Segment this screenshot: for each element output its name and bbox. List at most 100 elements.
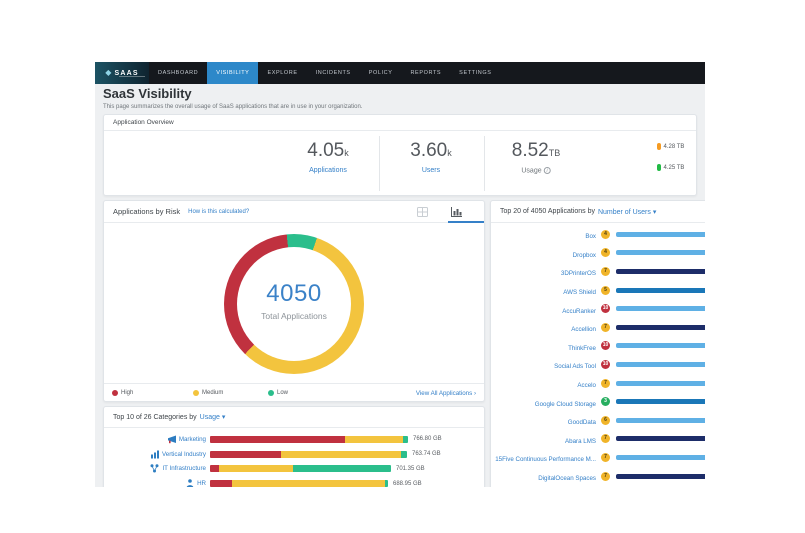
nav-item-explore[interactable]: EXPLORE	[267, 70, 298, 76]
legend-item-high: High	[112, 390, 133, 396]
users-link[interactable]: Users	[421, 167, 441, 174]
app-link[interactable]: DigitalOcean Spaces	[538, 475, 596, 483]
app-row: Dropbox 4	[491, 244, 705, 263]
nav-item-dashboard[interactable]: DASHBOARD	[158, 70, 199, 76]
risk-score-badge: 7	[601, 266, 610, 276]
nav-item-policy[interactable]: POLICY	[368, 70, 393, 76]
low-segment	[403, 435, 408, 443]
info-icon[interactable]: i	[543, 167, 551, 174]
nav-item-visibility[interactable]: VISIBILITY	[207, 62, 259, 84]
category-link[interactable]: IT Infrastructure	[162, 465, 206, 473]
users-bar	[616, 306, 705, 312]
view-all-applications-link[interactable]: View All Applications ›	[415, 390, 476, 397]
table-view-icon[interactable]	[417, 207, 428, 217]
app-row: DigitalOcean Spaces 7	[491, 467, 705, 486]
category-usage-bar	[210, 465, 391, 473]
app-link[interactable]: Dropbox	[572, 251, 596, 259]
app-link[interactable]: Accellion	[571, 326, 596, 334]
usage-legend-item: 4.28 TB	[657, 143, 684, 150]
category-row: Vertical Industry 763.74 GB	[104, 447, 484, 462]
app-link[interactable]: Google Cloud Storage	[534, 400, 596, 408]
applications-link[interactable]: Applications	[309, 167, 347, 174]
app-link[interactable]: Accelo	[577, 382, 596, 390]
medium-segment	[344, 435, 404, 443]
dashboard-screen: ◆ SAAS DASHBOARD VISIBILITY EXPLORE INCI…	[95, 62, 705, 487]
risk-card-title: Applications by Risk	[113, 207, 181, 216]
app-link[interactable]: AWS Shield	[563, 289, 596, 297]
category-link[interactable]: Vertical Industry	[161, 450, 206, 458]
network-icon	[150, 464, 159, 473]
app-row: 3DPrinterOS 7	[491, 262, 705, 281]
low-segment	[401, 450, 407, 458]
risk-score-badge: 10	[601, 341, 610, 351]
medium-dot-icon	[193, 390, 199, 396]
low-segment	[385, 480, 388, 487]
active-tab-indicator	[448, 221, 484, 223]
category-usage-value: 763.74 GB	[412, 451, 441, 458]
risk-score-badge: 7	[601, 471, 610, 481]
apps-list: Box 4 Dropbox 4 3DPrinterOS 7 AWS Shield…	[491, 225, 705, 485]
caret-down-icon: ▾	[221, 414, 226, 421]
risk-score-badge: 7	[601, 452, 610, 462]
usage-legend: 4.28 TB 4.25 TB	[657, 143, 684, 185]
high-segment	[210, 465, 220, 473]
risk-legend: High Medium Low View All Applications ›	[104, 383, 484, 403]
brand-logo[interactable]: ◆ SAAS	[95, 62, 149, 84]
risk-score-badge: 4	[601, 229, 610, 239]
high-segment	[210, 450, 281, 458]
app-row: Social Ads Tool 10	[491, 355, 705, 374]
chevron-right-icon: ›	[473, 390, 476, 397]
category-usage-value: 766.80 GB	[413, 436, 442, 443]
users-bar	[616, 324, 705, 330]
app-row: AccuRanker 10	[491, 299, 705, 318]
nav-item-incidents[interactable]: INCIDENTS	[315, 70, 351, 76]
app-row: 15Five Continuous Performance M... 7	[491, 448, 705, 467]
app-link[interactable]: Abara LMS	[565, 437, 596, 445]
overview-header: Application Overview	[104, 115, 696, 131]
chart-view-icon[interactable]	[451, 207, 462, 217]
high-segment	[210, 480, 233, 487]
bar-chart-icon	[150, 450, 159, 459]
total-applications-label: Total Applications	[261, 311, 327, 321]
app-row: Accelo 7	[491, 374, 705, 393]
users-bar	[616, 231, 705, 237]
how-calculated-link[interactable]: How is this calculated?	[188, 208, 250, 215]
app-row: Box 4	[491, 225, 705, 244]
stat-usage: 8.52TB Usage i	[512, 140, 561, 174]
brand-name: SAAS	[114, 69, 139, 77]
category-usage-value: 701.35 GB	[396, 465, 425, 472]
usage-legend-item: 4.25 TB	[657, 164, 684, 171]
category-link[interactable]: Marketing	[178, 435, 206, 443]
orange-marker-icon	[657, 143, 661, 150]
top-applications-card: Top 20 of 4050 Applications by Number of…	[490, 200, 705, 487]
users-bar	[616, 287, 705, 293]
risk-score-badge: 10	[601, 304, 610, 314]
app-link[interactable]: Social Ads Tool	[554, 363, 596, 371]
categories-sort-dropdown[interactable]: Usage ▾	[199, 414, 226, 421]
app-link[interactable]: 15Five Continuous Performance M...	[495, 456, 596, 464]
nav-item-reports[interactable]: REPORTS	[410, 70, 442, 76]
high-segment	[210, 435, 345, 443]
app-link[interactable]: ThinkFree	[568, 344, 596, 352]
risk-score-badge: 10	[601, 359, 610, 369]
medium-segment	[280, 450, 402, 458]
top-categories-card: Top 10 of 26 Categories by Usage ▾ Marke…	[103, 406, 485, 487]
nav-item-settings[interactable]: SETTINGS	[459, 70, 492, 76]
category-usage-bar	[210, 435, 408, 443]
category-link[interactable]: HR	[197, 480, 206, 487]
stat-divider	[379, 136, 380, 191]
risk-donut-center: 4050 Total Applications	[237, 247, 351, 361]
app-link[interactable]: GoodData	[567, 419, 596, 427]
caret-down-icon: ▾	[652, 208, 657, 216]
apps-sort-dropdown[interactable]: Number of Users ▾	[597, 208, 657, 216]
medium-segment	[219, 465, 294, 473]
low-dot-icon	[268, 390, 274, 396]
users-value: 3.60	[410, 140, 448, 161]
person-icon	[186, 479, 194, 487]
app-link[interactable]: 3DPrinterOS	[560, 270, 596, 278]
risk-score-badge: 7	[601, 434, 610, 444]
low-segment	[293, 465, 391, 473]
app-link[interactable]: Box	[585, 233, 596, 241]
categories-card-title: Top 10 of 26 Categories by	[113, 413, 197, 421]
app-link[interactable]: AccuRanker	[562, 307, 596, 315]
